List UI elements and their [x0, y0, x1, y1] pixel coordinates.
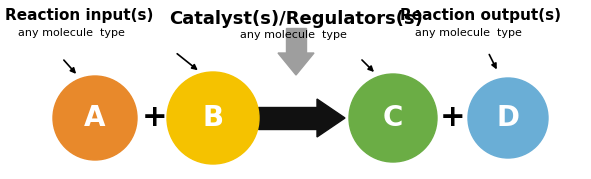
Polygon shape	[278, 53, 314, 75]
Text: D: D	[496, 104, 519, 132]
Text: Reaction output(s): Reaction output(s)	[400, 8, 561, 23]
Text: any molecule  type: any molecule type	[415, 28, 522, 38]
Text: B: B	[203, 104, 223, 132]
Text: +: +	[142, 103, 168, 132]
Text: Reaction input(s): Reaction input(s)	[5, 8, 154, 23]
Circle shape	[167, 72, 259, 164]
Text: Catalyst(s)/Regulators(s): Catalyst(s)/Regulators(s)	[169, 10, 423, 28]
Text: C: C	[383, 104, 403, 132]
Text: any molecule  type: any molecule type	[240, 30, 347, 40]
Circle shape	[349, 74, 437, 162]
Circle shape	[53, 76, 137, 160]
Text: +: +	[440, 103, 466, 132]
Circle shape	[468, 78, 548, 158]
Text: any molecule  type: any molecule type	[18, 28, 125, 38]
Polygon shape	[258, 107, 317, 129]
Polygon shape	[317, 99, 345, 137]
Polygon shape	[286, 28, 306, 53]
Text: A: A	[85, 104, 106, 132]
